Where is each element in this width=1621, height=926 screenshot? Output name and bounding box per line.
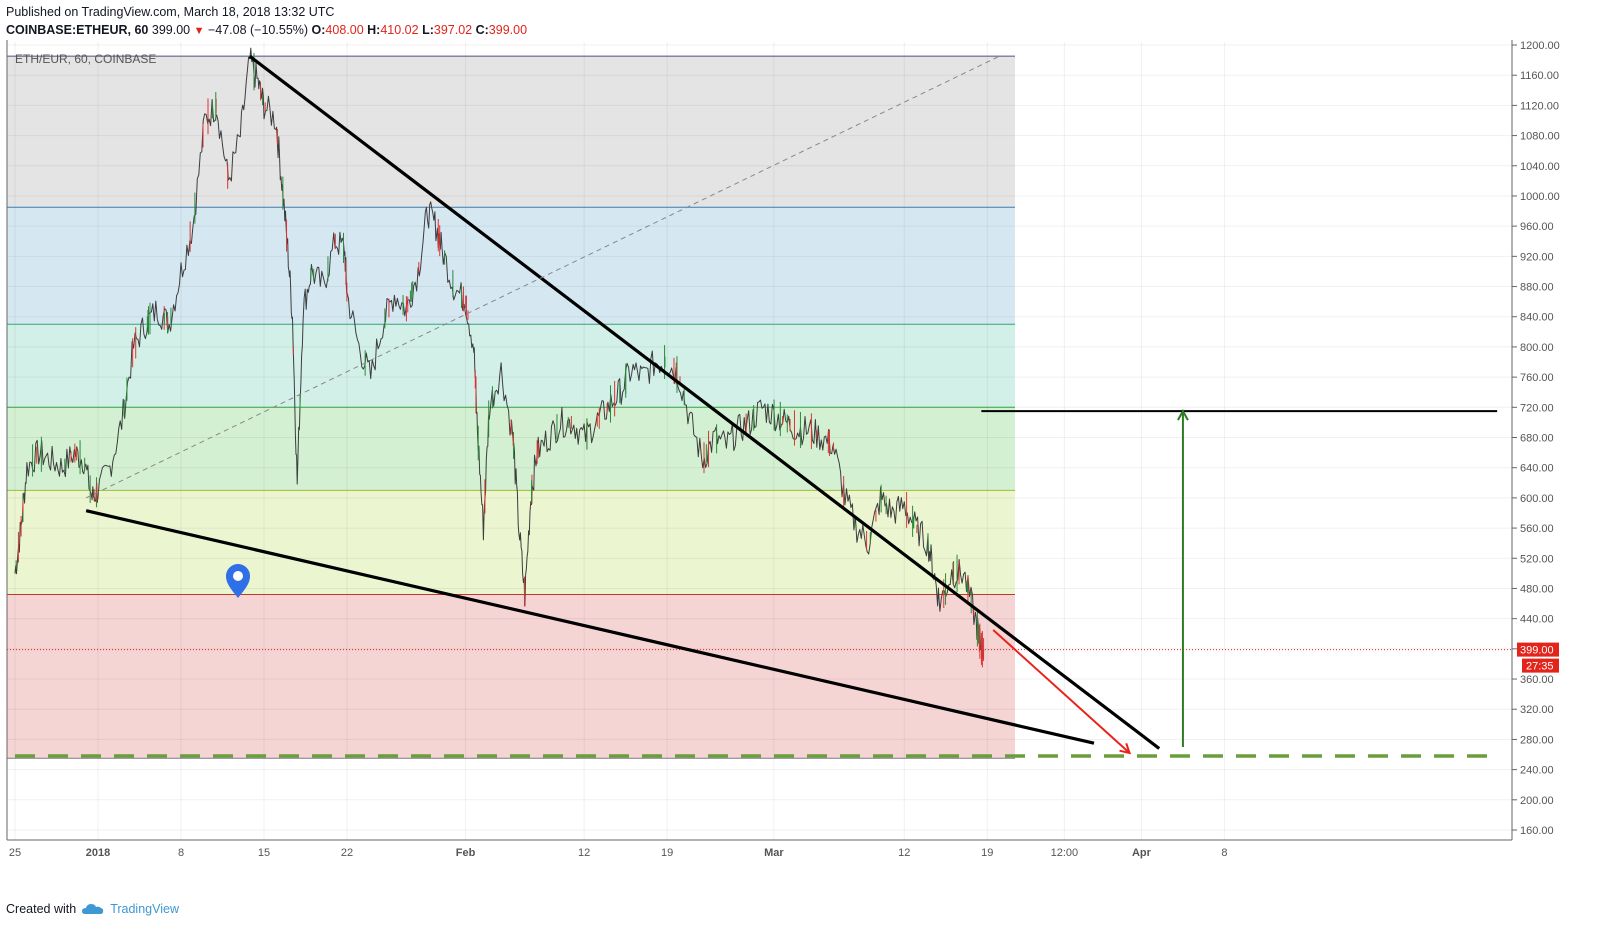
low-label: L:: [422, 23, 434, 37]
chart-title: ETH/EUR, 60, COINBASE: [15, 52, 156, 66]
countdown-label: 27:35: [1526, 661, 1554, 673]
y-tick-label: 480.00: [1520, 583, 1554, 595]
x-tick-label: 25: [9, 847, 21, 859]
close-label: C:: [475, 23, 489, 37]
x-tick-label: Feb: [456, 847, 476, 859]
y-tick-label: 280.00: [1520, 734, 1554, 746]
y-tick-label: 760.00: [1520, 372, 1554, 384]
y-tick-label: 720.00: [1520, 402, 1554, 414]
x-tick-label: 19: [981, 847, 993, 859]
fib-zone: [7, 207, 1015, 325]
y-tick-label: 440.00: [1520, 614, 1554, 626]
y-tick-label: 320.00: [1520, 704, 1554, 716]
close-value: 399.00: [488, 23, 528, 37]
y-tick-label: 360.00: [1520, 674, 1554, 686]
y-tick-label: 1160.00: [1520, 70, 1559, 82]
x-tick-label: 19: [661, 847, 673, 859]
created-with-label: Created with: [6, 902, 77, 916]
annotations: [15, 55, 1498, 758]
open-label: O:: [311, 23, 326, 37]
price-axis: 1200.00 1160.00 1120.00 1080.00 1040.00 1000.…: [1511, 40, 1621, 902]
y-tick-label: 240.00: [1520, 765, 1554, 777]
published-line: Published on TradingView.com, March 18, …: [6, 5, 335, 19]
high-label: H:: [367, 23, 381, 37]
y-tick-label: 560.00: [1520, 523, 1554, 535]
fib-zone: [7, 55, 1015, 57]
fib-zone: [7, 490, 1015, 595]
price-series: [7, 47, 1512, 668]
y-tick-label: 200.00: [1520, 795, 1554, 807]
grid: [7, 42, 1512, 840]
y-tick-label: 960.00: [1520, 221, 1554, 233]
price-axis-bg: [1512, 40, 1621, 902]
down-triangle-icon: ▼: [193, 25, 205, 37]
y-tick-label: 880.00: [1520, 282, 1554, 294]
y-tick-label: 1000.00: [1520, 191, 1560, 203]
price-line: [14, 47, 985, 662]
x-tick-label: 12: [898, 847, 910, 859]
fib-zones: [7, 55, 1015, 759]
low-value: 397.02: [433, 23, 473, 37]
y-tick-label: 1200.00: [1520, 40, 1560, 52]
x-tick-label: 8: [178, 847, 184, 859]
ohlc-legend: COINBASE:ETHEUR, 60 399.00 ▼ −47.08 (−10…: [6, 22, 527, 39]
y-tick-label: 1120.00: [1520, 100, 1559, 112]
y-tick-label: 1040.00: [1520, 161, 1560, 173]
x-tick-label: 12:00: [1051, 847, 1079, 859]
time-axis: 25 2018 8 15 22 Feb 12 19 Mar 12 19 12:00 Apr 8: [0, 40, 1512, 860]
y-tick-label: 1080.00: [1520, 131, 1560, 143]
change-label: −47.08 (−10.55%): [207, 23, 309, 37]
time-axis-bg: [0, 840, 1512, 860]
y-tick-label: 680.00: [1520, 433, 1554, 445]
y-tick-label: 800.00: [1520, 342, 1554, 354]
y-tick-label: 920.00: [1520, 251, 1554, 263]
open-value: 408.00: [325, 23, 364, 37]
symbol-label: COINBASE:ETHEUR, 60: [6, 23, 149, 37]
fib-zone: [7, 594, 1015, 759]
y-tick-label: 640.00: [1520, 463, 1554, 475]
y-tick-label: 600.00: [1520, 493, 1554, 505]
x-tick-label: 15: [258, 847, 270, 859]
fib-zone: [7, 324, 1015, 408]
x-tick-label: 22: [341, 847, 353, 859]
tradingview-link[interactable]: TradingView: [110, 902, 179, 916]
fib-trend-line: [85, 55, 1000, 499]
countdown-tag: [1522, 658, 1559, 673]
tradingview-logo-icon: [82, 904, 104, 914]
y-tick-label: 840.00: [1520, 312, 1554, 324]
x-tick-label: Apr: [1132, 847, 1152, 859]
location-marker-icon: [226, 564, 250, 598]
last-price-tag: [1517, 642, 1559, 657]
footer: Created with TradingView: [6, 902, 179, 916]
fib-zone: [7, 56, 1015, 208]
x-tick-label: Mar: [764, 847, 784, 859]
x-tick-label: 8: [1221, 847, 1227, 859]
y-tick-label: 160.00: [1520, 825, 1554, 837]
y-tick-label: 520.00: [1520, 553, 1554, 565]
trendline: [85, 509, 1095, 745]
arrow: [992, 629, 1129, 753]
x-tick-label: 2018: [86, 847, 110, 859]
last-price-label: 399.00: [151, 23, 191, 37]
high-value: 410.02: [380, 23, 419, 37]
x-tick-label: 12: [578, 847, 590, 859]
price-chart[interactable]: ETH/EUR, 60, COINBASE 1200.00 1160.00 1120…: [0, 40, 1621, 902]
trendline: [248, 55, 1161, 750]
last-price-tag-label: 399.00: [1520, 645, 1554, 657]
